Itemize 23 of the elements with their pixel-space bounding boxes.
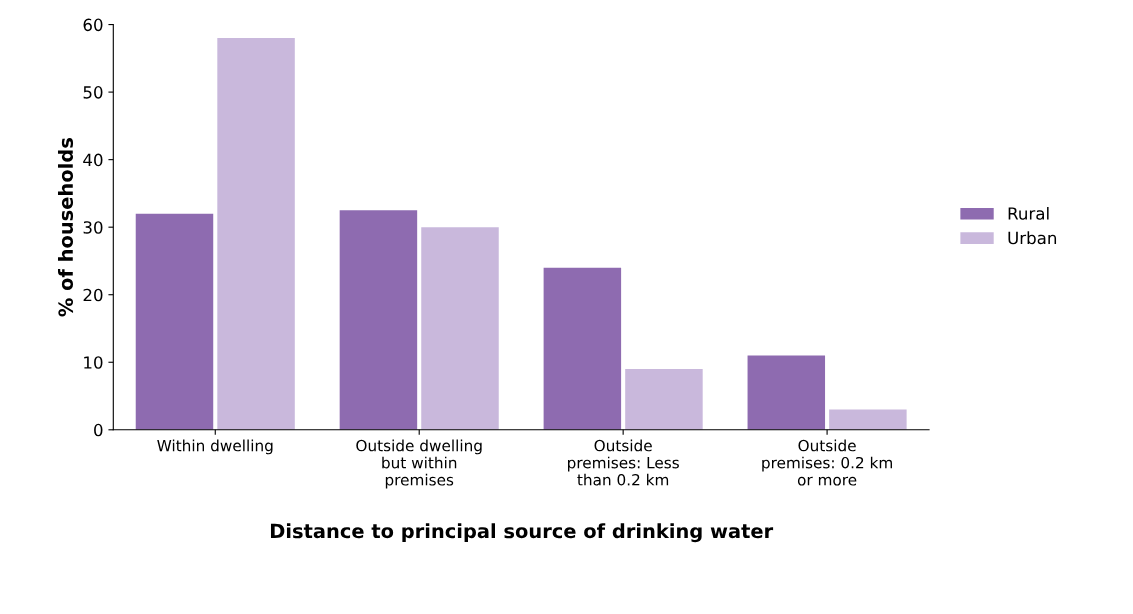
x-axis-title: Distance to principal source of drinking water — [270, 523, 774, 543]
bar — [135, 213, 214, 430]
y-tick-label: 10 — [84, 356, 103, 369]
y-tick-label: 30 — [83, 221, 103, 234]
bar — [543, 267, 622, 430]
y-tick-label: 0 — [94, 423, 103, 437]
y-axis-title: % of households — [58, 138, 74, 317]
bar — [829, 409, 907, 430]
y-tick-label: 20 — [83, 288, 103, 302]
bar — [747, 355, 826, 430]
x-tick-label: Outside dwelling but within premises — [356, 439, 482, 489]
y-tick-label: 60 — [83, 18, 103, 32]
legend-label: Urban — [1008, 231, 1057, 245]
bar — [339, 210, 418, 430]
bar — [421, 227, 499, 430]
x-tick-label: Within dwelling — [157, 439, 273, 455]
x-tick-label: Outside premises: 0.2 km or more — [762, 439, 892, 486]
bar — [625, 369, 703, 430]
bar — [217, 38, 295, 430]
legend-label: Rural — [1008, 206, 1049, 220]
y-tick-label: 40 — [83, 153, 103, 167]
y-tick-label: 50 — [83, 86, 103, 99]
x-tick-label: Outside premises: Less than 0.2 km — [568, 439, 679, 486]
